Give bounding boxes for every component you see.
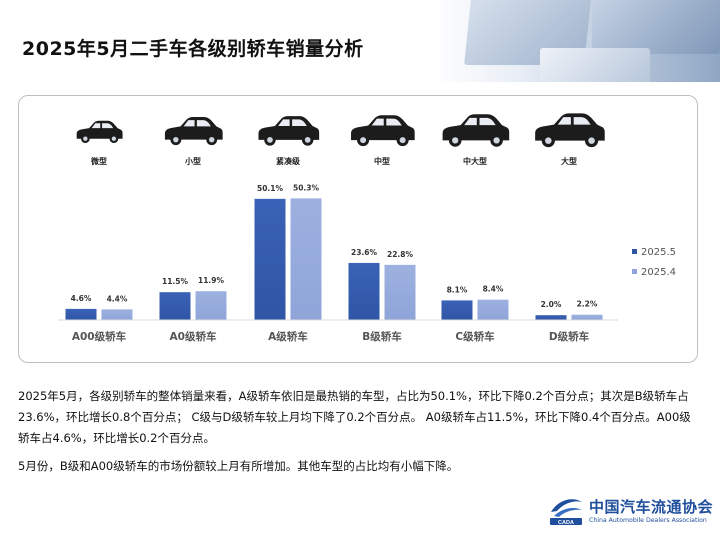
bar-chart: 微型 小型 紧凑级 中型 中大型 大型 4.6% 4.4% A00级轿车 11.5% 11.9% A… [58,113,676,343]
commentary-paragraph-2: 5月份，B级和A00级轿车的市场份额较上月有所增加。其他车型的占比均有小幅下降。 [18,459,459,473]
bar-2025.4-A级轿车 [290,198,322,320]
legend-label: 2025.4 [641,267,676,278]
data-label: 4.4% [107,294,128,303]
midsize-car-icon [351,115,415,147]
bar-2025.4-A00级轿车 [101,309,133,320]
car-type-label: 中大型 [463,156,487,166]
data-label: 8.1% [447,285,468,294]
bar-2025.4-C级轿车 [477,299,509,320]
bar-2025.4-B级轿车 [384,264,416,320]
svg-text:CADA: CADA [558,520,574,526]
bar-2025.5-A0级轿车 [159,292,191,320]
car-type-label: 微型 [90,156,107,166]
data-label: 4.6% [71,294,92,303]
decorative-cube [592,0,720,54]
bar-2025.5-A级轿车 [254,198,286,320]
bars-group: 4.6% 4.4% A00级轿车 11.5% 11.9% A0级轿车 50.1% 50.3% A… [65,183,603,343]
category-label: D级轿车 [549,330,590,343]
large-midsize-car-icon [442,114,510,147]
page-title: 2025年5月二手车各级别轿车销量分析 [22,38,364,60]
legend: 2025.5 2025.4 [632,247,676,278]
category-label: A级轿车 [268,330,308,343]
data-label: 8.4% [483,285,504,294]
bar-2025.5-D级轿车 [535,315,567,320]
category-label: A0级轿车 [170,330,217,343]
car-icons-row: 微型 小型 紧凑级 中型 中大型 大型 [76,113,605,166]
data-label: 23.6% [351,248,378,257]
small-car-icon [164,117,223,146]
car-type-label: 小型 [184,156,201,166]
bar-2025.5-B级轿车 [348,262,380,320]
decorative-cube [540,48,650,82]
mini-car-icon [76,120,123,144]
car-type-label: 紧凑级 [276,156,301,166]
car-type-label: 大型 [561,156,577,166]
category-label: C级轿车 [455,330,495,343]
category-label: A00级轿车 [72,330,127,343]
commentary: 2025年5月，各级别轿车的整体销量来看，A级轿车依旧是最热销的车型，占比为50… [18,386,700,484]
category-label: B级轿车 [362,330,402,343]
full-size-car-icon [535,113,605,148]
legend-label: 2025.5 [641,247,676,258]
legend-swatch [632,269,637,274]
data-label: 22.8% [387,250,414,259]
car-type-label: 中型 [374,156,390,166]
bar-2025.4-A0级轿车 [195,291,227,320]
data-label: 11.5% [162,277,189,286]
cada-logo-mark-icon: CADA [550,499,582,526]
data-label: 50.1% [257,184,284,193]
logo-name-cn: 中国汽车流通协会 [589,498,714,516]
cada-logo: CADA 中国汽车流通协会 China Automobile Dealers A… [548,492,718,532]
data-label: 50.3% [293,183,320,192]
commentary-paragraph-1: 2025年5月，各级别轿车的整体销量来看，A级轿车依旧是最热销的车型，占比为50… [18,389,691,445]
header-banner [0,0,720,82]
logo-name-en: China Automobile Dealers Association [589,517,707,524]
data-label: 11.9% [198,276,225,285]
bar-2025.4-D级轿车 [571,314,603,320]
data-label: 2.2% [577,300,598,309]
bar-2025.5-C级轿车 [441,300,473,320]
bar-2025.5-A00级轿车 [65,308,97,320]
legend-swatch [632,249,637,254]
data-label: 2.0% [541,300,562,309]
compact-car-icon [258,116,320,146]
